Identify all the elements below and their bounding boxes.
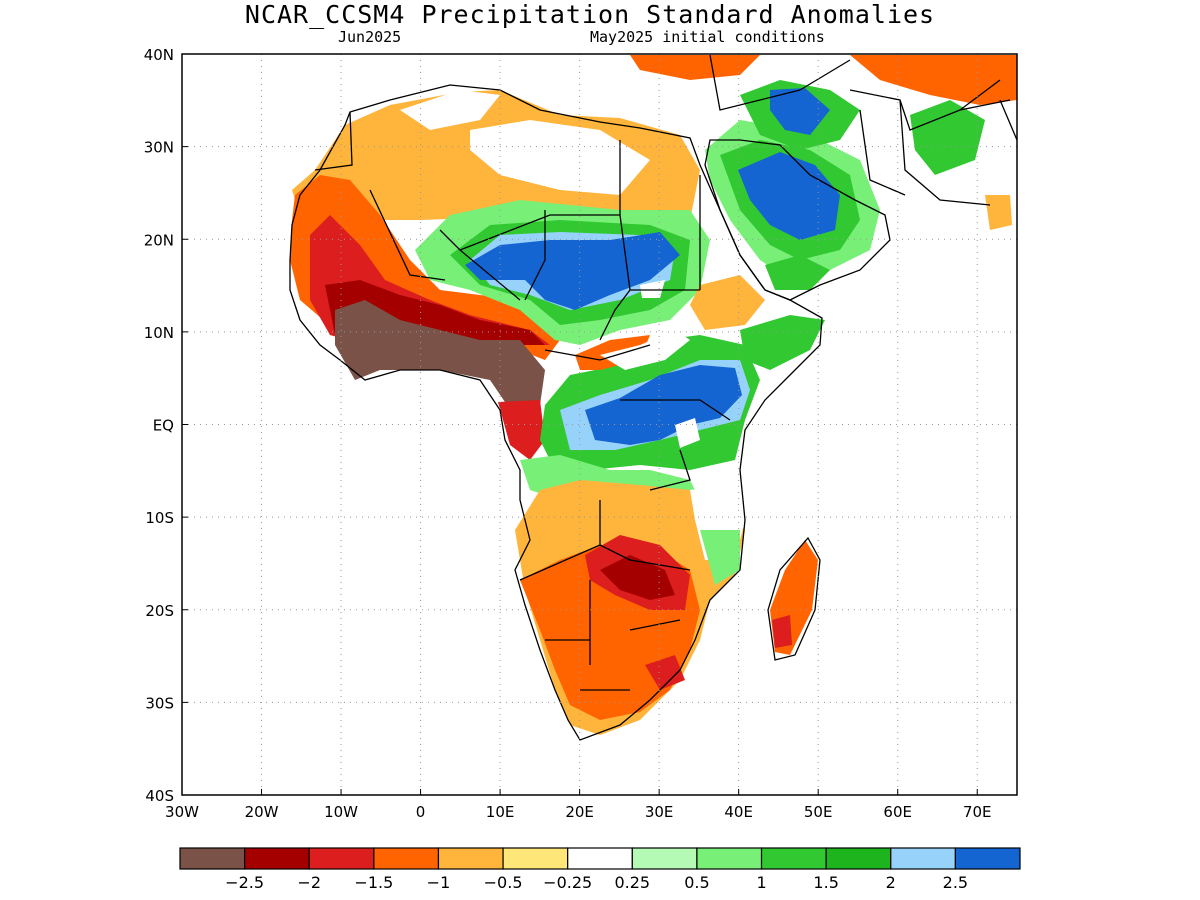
guinea-brown bbox=[335, 300, 545, 405]
colorbar-swatch bbox=[631, 847, 698, 870]
asia-borders bbox=[709, 54, 1018, 206]
mozambique-green bbox=[700, 530, 740, 585]
lat-tick-label: 30S bbox=[145, 694, 174, 712]
anomaly-field bbox=[290, 55, 1017, 735]
south-africa-red bbox=[645, 655, 685, 690]
colorbar-swatch bbox=[567, 847, 633, 870]
caspian-dry bbox=[850, 55, 1017, 105]
levant-blue bbox=[770, 88, 830, 135]
chad-blue bbox=[465, 232, 680, 310]
colorbar-label: −1.5 bbox=[354, 873, 393, 892]
lat-tick-label: 10N bbox=[144, 324, 174, 342]
country-borders bbox=[289, 54, 1018, 741]
lon-tick-label: 70E bbox=[963, 803, 992, 821]
colorbar-swatch bbox=[502, 847, 569, 870]
lon-tick-label: 20W bbox=[245, 803, 279, 821]
iran-orange bbox=[985, 195, 1012, 230]
colorbar-label: 1.5 bbox=[813, 873, 838, 892]
zambia-darkred bbox=[600, 555, 675, 600]
lon-tick-label: 0 bbox=[416, 803, 426, 821]
lat-tick-label: 20N bbox=[144, 231, 174, 249]
chart-title: NCAR_CCSM4 Precipitation Standard Anomal… bbox=[244, 0, 936, 29]
colorbar: −2.5 −2 −1.5 −1 −0.5 −0.25 0.25 0.5 1 1.5 2 2.5 bbox=[179, 847, 1021, 892]
colorbar-label: 0.25 bbox=[614, 873, 650, 892]
colorbar-label: −2.5 bbox=[225, 873, 264, 892]
lon-tick-label: 40E bbox=[724, 803, 753, 821]
africa-coastline bbox=[289, 84, 823, 741]
axis-labels: 30W 20W 10W 0 10E 20E 30E 40E 50E 60E 70E 40N 30N 20N… bbox=[144, 46, 992, 821]
lat-tick-label: EQ bbox=[153, 417, 174, 435]
colorbar-label: 0.5 bbox=[684, 873, 709, 892]
lat-tick-label: 40S bbox=[145, 787, 174, 805]
arabia-coastline bbox=[704, 139, 891, 301]
iran-green bbox=[910, 100, 985, 175]
lon-tick-label: 10W bbox=[324, 803, 358, 821]
colorbar-swatch bbox=[437, 847, 504, 870]
ethiopia-orange bbox=[690, 275, 765, 330]
colorbar-swatch bbox=[373, 847, 440, 870]
mediterranean-dry bbox=[630, 55, 760, 80]
lat-tick-label: 20S bbox=[145, 602, 174, 620]
yemen-green bbox=[765, 255, 830, 290]
east-africa-blue bbox=[585, 365, 742, 445]
cameroon-gabon-red bbox=[498, 400, 545, 460]
subtitle-forecast-month: Jun2025 bbox=[338, 28, 402, 46]
lat-tick-label: 30N bbox=[144, 139, 174, 157]
colorbar-label: 1 bbox=[756, 873, 766, 892]
colorbar-swatch bbox=[308, 847, 375, 870]
colorbar-label: −2 bbox=[297, 873, 321, 892]
north-africa-coast-white bbox=[400, 90, 500, 130]
lon-tick-label: 10E bbox=[486, 803, 515, 821]
colorbar-label: 2 bbox=[886, 873, 896, 892]
subtitle-initial-conditions: May2025 initial conditions bbox=[590, 28, 825, 46]
colorbar-swatch bbox=[244, 847, 310, 870]
lon-tick-label: 50E bbox=[804, 803, 833, 821]
sudan-white-spot bbox=[640, 280, 665, 298]
border-lines bbox=[314, 111, 731, 691]
lon-tick-label: 20E bbox=[565, 803, 594, 821]
madagascar-red bbox=[772, 615, 792, 648]
colorbar-swatch bbox=[760, 847, 827, 870]
colorbar-swatch bbox=[890, 847, 956, 870]
lake-victoria-white bbox=[675, 418, 700, 448]
sahara-white-patch bbox=[470, 120, 650, 195]
colorbar-swatch bbox=[179, 847, 246, 870]
colorbar-label: −0.25 bbox=[543, 873, 592, 892]
lat-tick-label: 10S bbox=[145, 509, 174, 527]
central-africa-white bbox=[600, 330, 690, 370]
colorbar-swatch bbox=[825, 847, 892, 870]
madagascar-coastline bbox=[767, 536, 821, 661]
lon-tick-label: 60E bbox=[883, 803, 912, 821]
colorbar-label: −1 bbox=[427, 873, 451, 892]
lat-tick-label: 40N bbox=[144, 46, 174, 64]
colorbar-swatch bbox=[954, 847, 1021, 870]
horn-green bbox=[740, 315, 825, 370]
arabia-blue bbox=[738, 152, 840, 240]
colorbar-label: −0.5 bbox=[484, 873, 523, 892]
lon-tick-label: 30E bbox=[645, 803, 674, 821]
colorbar-label: 2.5 bbox=[943, 873, 968, 892]
lon-tick-label: 30W bbox=[165, 803, 199, 821]
colorbar-swatch bbox=[696, 847, 763, 870]
